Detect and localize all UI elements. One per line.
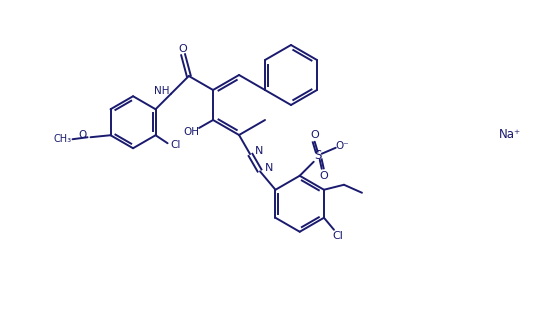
Text: O: O xyxy=(319,171,328,181)
Text: CH₃: CH₃ xyxy=(53,134,72,144)
Text: O⁻: O⁻ xyxy=(336,141,350,151)
Text: S: S xyxy=(314,149,321,162)
Text: O: O xyxy=(311,130,319,140)
Text: O: O xyxy=(179,44,187,54)
Text: O: O xyxy=(78,130,87,140)
Text: Cl: Cl xyxy=(332,231,343,241)
Text: OH: OH xyxy=(183,127,199,137)
Text: N: N xyxy=(255,146,263,156)
Text: Na⁺: Na⁺ xyxy=(499,128,521,140)
Text: Cl: Cl xyxy=(171,140,181,150)
Text: N: N xyxy=(265,163,274,173)
Text: NH: NH xyxy=(154,86,170,96)
